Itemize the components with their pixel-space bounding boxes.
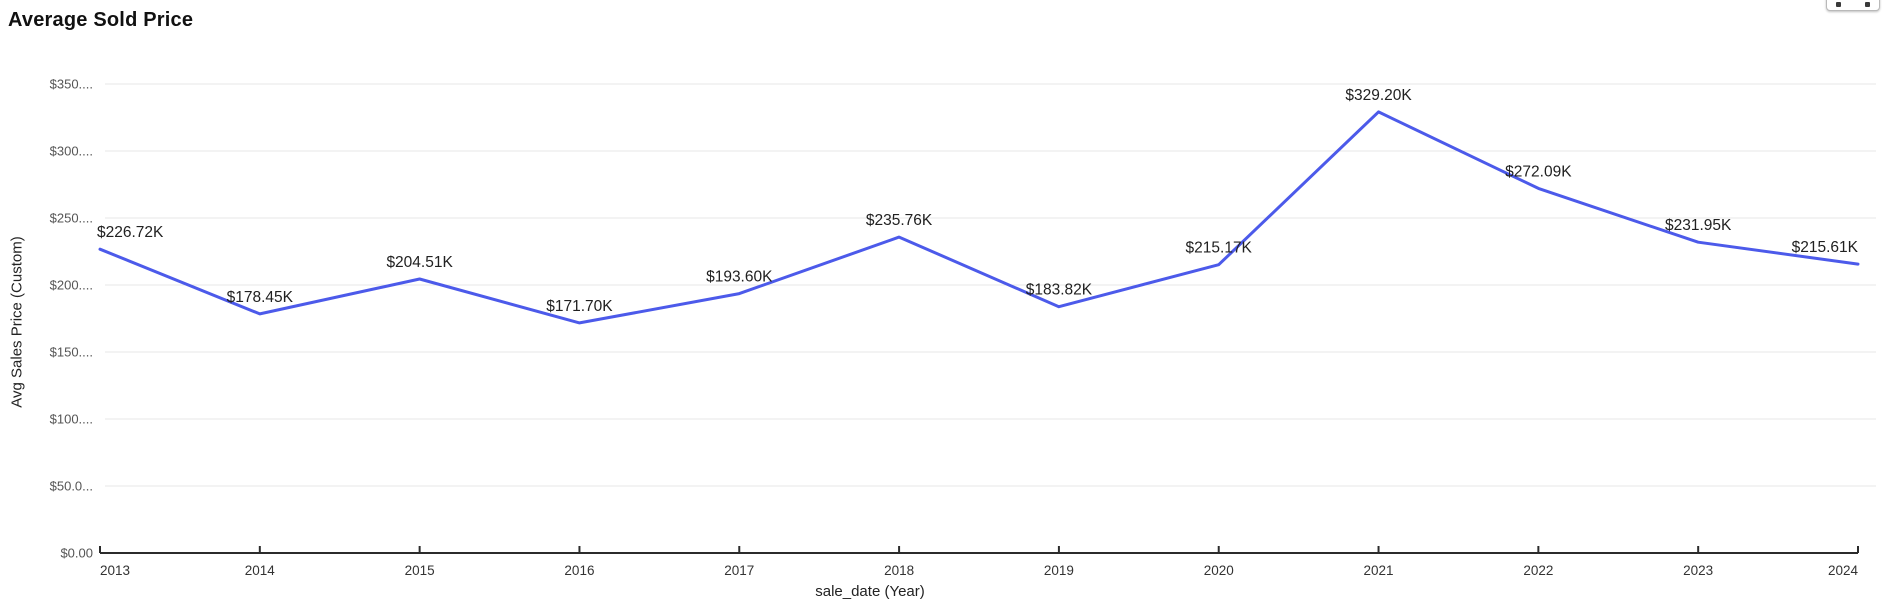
x-tick-label: 2017 xyxy=(724,563,754,578)
data-label: $226.72K xyxy=(97,224,164,241)
data-label: $272.09K xyxy=(1505,163,1572,180)
data-label: $171.70K xyxy=(546,298,613,315)
x-tick-label: 2013 xyxy=(100,563,130,578)
data-label: $215.17K xyxy=(1186,240,1253,257)
more-icon[interactable] xyxy=(1865,2,1870,7)
x-tick-label: 2019 xyxy=(1044,563,1074,578)
y-tick-label: $250.... xyxy=(50,211,93,226)
y-tick-label: $200.... xyxy=(50,278,93,293)
y-tick-label: $50.0... xyxy=(50,479,93,494)
x-tick-label: 2015 xyxy=(405,563,435,578)
data-label: $215.61K xyxy=(1792,239,1859,256)
chart-hover-toolbar[interactable] xyxy=(1826,0,1880,11)
x-tick-label: 2022 xyxy=(1523,563,1553,578)
x-axis-title: sale_date (Year) xyxy=(815,583,925,600)
x-tick-label: 2018 xyxy=(884,563,914,578)
data-label: $193.60K xyxy=(706,269,773,286)
x-tick-label: 2020 xyxy=(1204,563,1234,578)
series-line[interactable] xyxy=(98,110,1860,325)
y-tick-label: $0.00 xyxy=(60,546,93,561)
y-tick-label: $350.... xyxy=(50,77,93,92)
y-tick-label: $100.... xyxy=(50,412,93,427)
data-label: $235.76K xyxy=(866,212,933,229)
y-tick-label: $150.... xyxy=(50,345,93,360)
x-tick-label: 2021 xyxy=(1364,563,1394,578)
data-label: $231.95K xyxy=(1665,217,1732,234)
y-tick-label: $300.... xyxy=(50,144,93,159)
data-label: $204.51K xyxy=(386,254,453,271)
x-tick-label: 2023 xyxy=(1683,563,1713,578)
data-label: $329.20K xyxy=(1345,87,1412,104)
x-tick-label: 2016 xyxy=(564,563,594,578)
data-label: $178.45K xyxy=(227,289,294,306)
data-label: $183.82K xyxy=(1026,282,1093,299)
chart-title: Average Sold Price xyxy=(8,9,194,31)
drag-icon[interactable] xyxy=(1836,2,1841,7)
x-tick-label: 2024 xyxy=(1828,563,1859,578)
x-tick-label: 2014 xyxy=(245,563,276,578)
